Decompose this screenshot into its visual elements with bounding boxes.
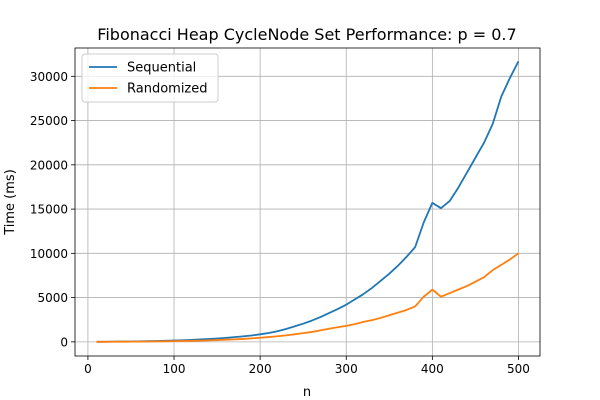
legend-box: [81, 53, 219, 103]
x-tick-label: 0: [84, 362, 92, 376]
y-tick-label: 15000: [30, 203, 68, 217]
legend-label-randomized: Randomized: [127, 82, 208, 97]
grid: [75, 48, 540, 356]
y-tick-label: 10000: [30, 247, 68, 261]
x-axis-label: n: [303, 385, 311, 400]
legend: Sequential Randomized: [81, 53, 219, 103]
x-tick-label: 500: [507, 362, 530, 376]
y-tick-label: 25000: [30, 114, 68, 128]
y-tick-label: 0: [60, 335, 68, 349]
y-tick-label: 20000: [30, 158, 68, 172]
plot-area-frame: [74, 47, 541, 357]
chart-title: Fibonacci Heap CycleNode Set Performance…: [97, 25, 516, 44]
x-tick-label: 300: [335, 362, 358, 376]
x-tick-label: 200: [249, 362, 272, 376]
y-tick-label: 5000: [37, 291, 68, 305]
y-axis-label: Time (ms): [3, 169, 18, 236]
legend-label-sequential: Sequential: [127, 61, 196, 76]
series-line-randomized: [96, 252, 519, 343]
x-tick-label: 100: [163, 362, 186, 376]
x-tick-label: 400: [421, 362, 444, 376]
y-tick-label: 30000: [30, 70, 68, 84]
axis-ticks: 0 100 200 300 400 500050001000015000200002500…: [30, 70, 530, 376]
series-layer: [96, 60, 520, 343]
